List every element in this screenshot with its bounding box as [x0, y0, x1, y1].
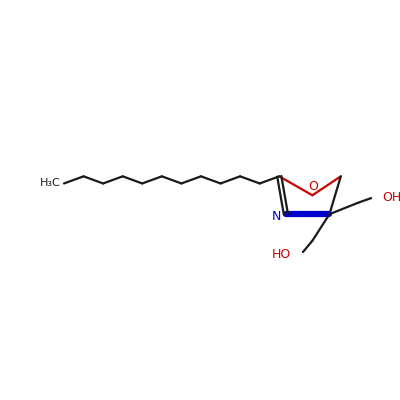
Text: OH: OH: [382, 191, 400, 204]
Text: O: O: [308, 180, 318, 193]
Text: N: N: [272, 210, 281, 222]
Text: H₃C: H₃C: [40, 178, 60, 188]
Text: HO: HO: [271, 248, 291, 262]
